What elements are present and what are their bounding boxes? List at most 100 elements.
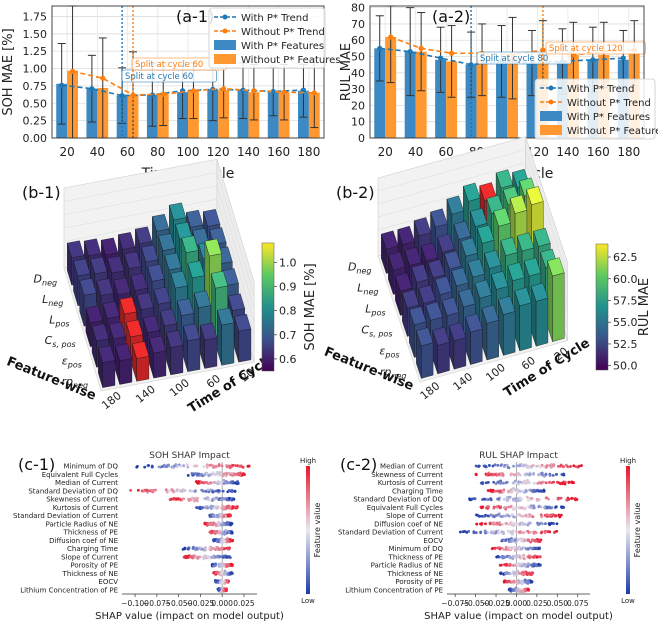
shap-point bbox=[236, 480, 240, 483]
feature-label: Diffusion coef of NE bbox=[49, 537, 118, 545]
shap-point bbox=[235, 482, 239, 486]
x-tick-label: 100 bbox=[483, 361, 508, 384]
shap-point bbox=[157, 465, 161, 469]
shap-point bbox=[534, 539, 538, 543]
bar-top bbox=[425, 301, 443, 321]
bar-face bbox=[221, 322, 235, 366]
bar-top bbox=[164, 252, 182, 271]
shap-point bbox=[510, 488, 513, 492]
y-tick-label: 70 bbox=[351, 18, 365, 31]
y-tick-label: 0 bbox=[358, 132, 365, 145]
y-tick-label: 20 bbox=[351, 99, 365, 112]
x-tick-label: −0.050 bbox=[462, 599, 490, 608]
bar-top bbox=[90, 256, 108, 275]
shap-point bbox=[224, 529, 228, 533]
shap-point bbox=[231, 463, 235, 467]
bar-top bbox=[136, 292, 154, 310]
shap-point bbox=[536, 488, 540, 492]
bar-top bbox=[500, 236, 518, 256]
shap-point bbox=[217, 588, 221, 592]
shap-point bbox=[221, 563, 225, 567]
shap-point bbox=[505, 499, 509, 502]
bar-top bbox=[381, 230, 399, 250]
colorbar-tick-label: 52.5 bbox=[613, 338, 638, 351]
shap-point bbox=[549, 465, 553, 469]
x-tick-label: 140 bbox=[133, 383, 158, 406]
shap-point bbox=[492, 506, 496, 510]
split-label: Split at cycle 60 bbox=[125, 72, 193, 82]
panel-label: (b-1) bbox=[22, 183, 61, 202]
bar bbox=[446, 61, 458, 138]
shap-point bbox=[515, 490, 519, 493]
x-tick-label: −0.075 bbox=[441, 599, 469, 608]
shap-point bbox=[147, 464, 150, 467]
shap-point bbox=[212, 539, 216, 543]
shap-point bbox=[222, 547, 226, 551]
shap-point bbox=[504, 545, 508, 549]
shap-point bbox=[495, 513, 499, 517]
colorbar-tick-label: 0.6 bbox=[279, 353, 297, 366]
bar-top bbox=[193, 290, 211, 308]
panel-a2: 0 10 20 30 40 50 60 70 80 Split at cycle 80Split … bbox=[339, 2, 658, 182]
shap-point bbox=[491, 546, 495, 550]
shap-point bbox=[176, 497, 179, 501]
shap-point bbox=[129, 489, 133, 492]
y-tick-label: 1.75 bbox=[23, 10, 48, 23]
feature-label: Kurtosis of Current bbox=[378, 479, 444, 487]
shap-point bbox=[555, 529, 559, 533]
bar-top bbox=[108, 321, 126, 340]
trend-line bbox=[72, 70, 315, 96]
shap-point bbox=[206, 498, 210, 502]
shap-point bbox=[506, 571, 509, 575]
trend-point bbox=[300, 87, 307, 93]
shap-point bbox=[203, 522, 207, 526]
shap-point bbox=[517, 580, 521, 583]
bar-top bbox=[437, 233, 455, 253]
bar-top bbox=[125, 319, 143, 338]
legend-label: Without P* Features bbox=[567, 126, 658, 137]
shap-point bbox=[526, 547, 530, 551]
bar-top bbox=[460, 237, 478, 257]
shap-point bbox=[517, 505, 521, 509]
colorbar bbox=[261, 242, 275, 372]
shap-point bbox=[216, 471, 219, 474]
shap-point bbox=[537, 505, 541, 509]
feature-label: Minimum of DQ bbox=[388, 545, 443, 553]
shap-point bbox=[203, 548, 206, 552]
shap-point bbox=[508, 572, 512, 576]
bar-top bbox=[418, 284, 436, 304]
shap-point bbox=[201, 506, 205, 509]
shap-point bbox=[525, 495, 529, 499]
shap-point bbox=[209, 548, 213, 552]
y-tick-label: 50 bbox=[351, 51, 365, 64]
shap-point bbox=[517, 480, 520, 484]
shap-point bbox=[214, 571, 218, 575]
shap-point bbox=[566, 465, 570, 469]
shap-point bbox=[224, 480, 227, 484]
y-tick-label: Lpos bbox=[365, 303, 385, 318]
shap-point bbox=[192, 497, 196, 501]
x-tick-label: 140 bbox=[556, 145, 579, 159]
grid-line bbox=[63, 212, 255, 336]
shap-point bbox=[500, 555, 504, 558]
colorbar-tick-label: 0.9 bbox=[279, 280, 297, 293]
y-tick-label: rpneg bbox=[380, 366, 407, 381]
shap-point bbox=[221, 489, 225, 493]
shap-point bbox=[497, 528, 501, 532]
shap-point bbox=[515, 472, 519, 476]
bar-top bbox=[458, 288, 476, 308]
shap-point bbox=[539, 531, 543, 535]
bar bbox=[526, 63, 538, 139]
bar-top bbox=[514, 287, 532, 307]
shap-point bbox=[213, 497, 217, 501]
bar-top bbox=[102, 301, 120, 319]
bar-top bbox=[432, 326, 450, 346]
shap-point bbox=[196, 496, 200, 500]
bar-top bbox=[491, 270, 509, 290]
bar-top bbox=[79, 278, 97, 296]
shap-point bbox=[506, 554, 509, 558]
shap-point bbox=[500, 522, 504, 526]
feature-label: Standard Deviation of Current bbox=[338, 529, 443, 537]
bar-top bbox=[530, 282, 549, 302]
bar-top bbox=[217, 307, 235, 326]
